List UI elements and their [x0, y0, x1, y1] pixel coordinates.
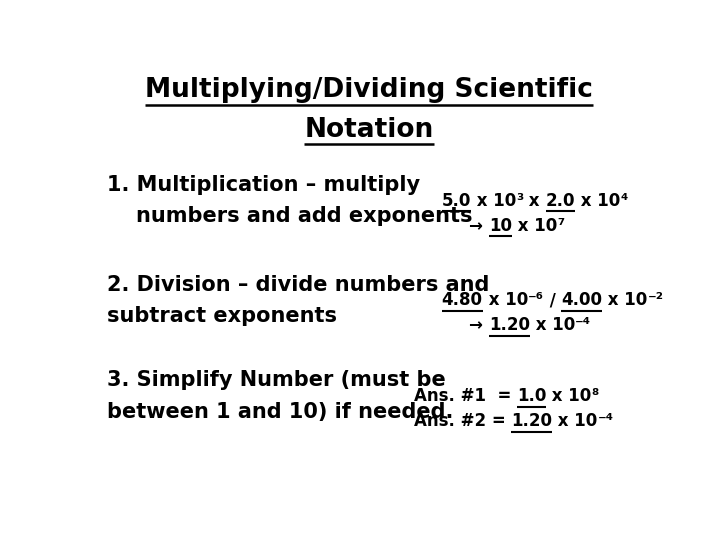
Text: ⁻⁴: ⁻⁴ — [598, 412, 613, 430]
Text: ⁻²: ⁻² — [648, 292, 664, 309]
Text: x: x — [523, 192, 546, 210]
Text: x 10: x 10 — [546, 387, 591, 405]
Text: ³: ³ — [516, 192, 523, 210]
Text: Ans. #2 =: Ans. #2 = — [413, 412, 511, 430]
Text: 10: 10 — [489, 217, 512, 234]
Text: 1.20: 1.20 — [511, 412, 552, 430]
Text: 2. Division – divide numbers and: 2. Division – divide numbers and — [107, 275, 489, 295]
Text: subtract exponents: subtract exponents — [107, 306, 337, 326]
Text: x 10: x 10 — [512, 217, 557, 234]
Text: →: → — [469, 316, 489, 334]
Text: ⁸: ⁸ — [591, 387, 598, 405]
Text: Notation: Notation — [305, 117, 433, 143]
Text: numbers and add exponents: numbers and add exponents — [107, 206, 472, 226]
Text: 1. Multiplication – multiply: 1. Multiplication – multiply — [107, 175, 420, 195]
Text: x 10: x 10 — [530, 316, 575, 334]
Text: →: → — [469, 217, 489, 234]
Text: Multiplying/Dividing Scientific: Multiplying/Dividing Scientific — [145, 77, 593, 103]
Text: ⁻⁴: ⁻⁴ — [575, 316, 591, 334]
Text: Ans. #1  =: Ans. #1 = — [413, 387, 517, 405]
Text: 4.00: 4.00 — [562, 292, 603, 309]
Text: x 10: x 10 — [552, 412, 598, 430]
Text: x 10: x 10 — [603, 292, 648, 309]
Text: 1.20: 1.20 — [489, 316, 530, 334]
Text: ⁻⁶: ⁻⁶ — [528, 292, 544, 309]
Text: 5.0: 5.0 — [441, 192, 471, 210]
Text: 2.0: 2.0 — [546, 192, 575, 210]
Text: 1.0: 1.0 — [517, 387, 546, 405]
Text: ⁴: ⁴ — [621, 192, 628, 210]
Text: 4.80: 4.80 — [441, 292, 482, 309]
Text: x 10: x 10 — [482, 292, 528, 309]
Text: between 1 and 10) if needed.: between 1 and 10) if needed. — [107, 402, 453, 422]
Text: 3. Simplify Number (must be: 3. Simplify Number (must be — [107, 370, 446, 390]
Text: ⁷: ⁷ — [557, 217, 564, 234]
Text: x 10: x 10 — [471, 192, 516, 210]
Text: x 10: x 10 — [575, 192, 621, 210]
Text: /: / — [544, 292, 562, 309]
